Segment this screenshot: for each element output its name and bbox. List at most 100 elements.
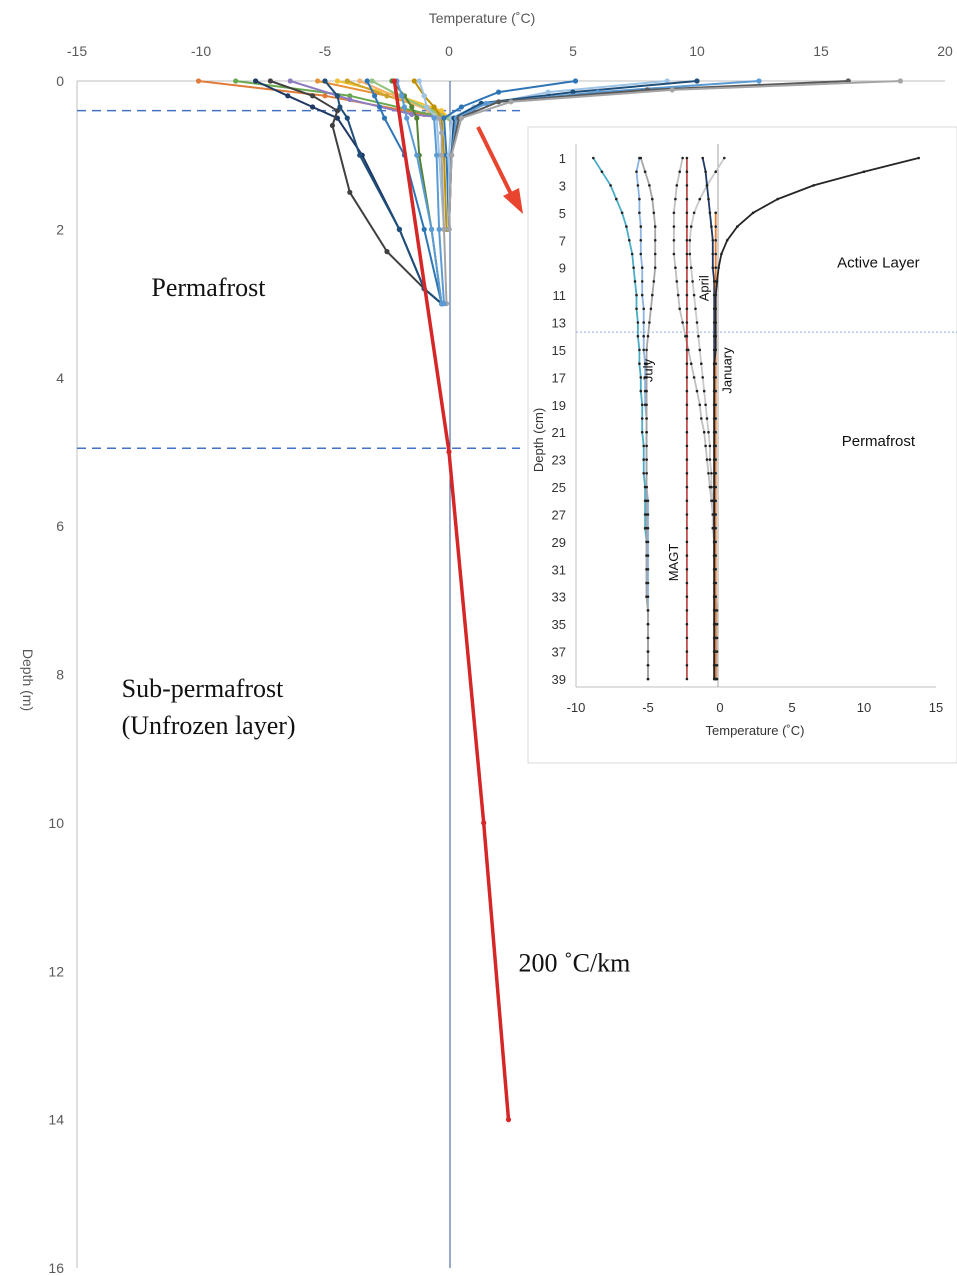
inset-data-point xyxy=(689,266,693,270)
inset-data-point xyxy=(640,430,644,434)
inset-data-point xyxy=(712,554,716,557)
inset-data-point xyxy=(675,184,679,187)
main-y-tick-label: 10 xyxy=(48,815,64,831)
inset-data-point xyxy=(702,430,706,434)
inset-data-point xyxy=(712,485,716,489)
inset-data-point xyxy=(707,472,710,475)
main-data-point xyxy=(253,78,259,84)
inset-data-point xyxy=(688,239,692,242)
inset-data-point xyxy=(712,664,716,667)
inset-data-point xyxy=(636,334,640,338)
inset-region-label: Active Layer xyxy=(837,255,920,272)
inset-data-point xyxy=(628,239,631,242)
main-data-point xyxy=(369,78,375,84)
main-data-point xyxy=(357,152,363,158)
inset-data-point xyxy=(620,211,624,215)
inset-data-point xyxy=(636,321,640,324)
main-region-label: (Unfrozen layer) xyxy=(122,711,296,740)
main-data-point xyxy=(424,104,430,110)
main-series-line xyxy=(269,80,443,305)
inset-data-point xyxy=(645,540,648,544)
inset-data-point xyxy=(630,252,634,256)
inset-data-point xyxy=(712,609,716,612)
main-x-tick-label: -5 xyxy=(319,43,332,59)
inset-y-tick-label: 11 xyxy=(553,288,567,303)
inset-x-tick-label: -5 xyxy=(642,700,654,715)
main-data-point xyxy=(310,93,316,99)
inset-data-point xyxy=(640,266,644,270)
inset-data-point xyxy=(714,225,717,228)
main-y-tick-label: 12 xyxy=(48,963,64,979)
main-region-label: Permafrost xyxy=(151,273,266,302)
inset-data-point xyxy=(712,458,716,461)
main-data-point xyxy=(446,449,452,455)
inset-data-point xyxy=(645,513,648,516)
inset-data-point xyxy=(646,677,650,681)
inset-data-point xyxy=(685,211,689,215)
inset-data-point xyxy=(646,334,650,338)
inset-data-point xyxy=(710,472,713,475)
main-y-tick-label: 14 xyxy=(48,1112,64,1128)
inset-y-tick-label: 33 xyxy=(552,590,566,605)
main-data-point xyxy=(436,115,442,121)
inset-data-point xyxy=(712,417,716,420)
main-data-point xyxy=(322,93,328,99)
inset-data-point xyxy=(685,595,689,598)
main-data-point xyxy=(505,1117,512,1123)
inset-data-point xyxy=(643,170,647,173)
inset-data-point xyxy=(712,622,716,626)
inset-data-point xyxy=(685,609,689,612)
inset-data-point xyxy=(711,239,715,242)
main-data-point xyxy=(414,152,420,158)
main-data-point xyxy=(481,820,487,826)
inset-data-point xyxy=(645,526,648,530)
main-x-tick-label: -10 xyxy=(191,43,211,59)
main-data-point xyxy=(431,115,437,121)
inset-data-point xyxy=(653,225,657,228)
inset-data-point xyxy=(698,403,702,407)
inset-data-point xyxy=(642,458,645,461)
inset-region-label: Permafrost xyxy=(842,433,916,450)
inset-data-point xyxy=(685,184,689,187)
inset-data-point xyxy=(701,376,704,379)
inset-data-point xyxy=(646,650,650,653)
inset-data-point xyxy=(640,280,644,283)
inset-data-point xyxy=(704,170,707,173)
main-data-point xyxy=(334,78,340,84)
inset-data-point xyxy=(700,417,703,420)
inset-data-point xyxy=(645,499,648,503)
inset-data-point xyxy=(636,184,640,187)
inset-data-point xyxy=(694,307,697,311)
main-x-tick-label: 0 xyxy=(445,43,453,59)
inset-x-tick-label: 10 xyxy=(857,700,871,715)
main-data-point xyxy=(347,189,353,195)
inset-data-point xyxy=(702,389,706,393)
main-data-point xyxy=(570,89,576,95)
inset-data-point xyxy=(712,430,716,434)
inset-data-point xyxy=(639,376,643,379)
main-region-label: Sub-permafrost xyxy=(122,674,285,703)
main-data-point xyxy=(496,99,502,105)
inset-data-point xyxy=(705,417,709,420)
inset-data-point xyxy=(651,293,654,297)
main-data-point xyxy=(421,226,427,232)
inset-data-point xyxy=(917,156,920,160)
inset-y-tick-label: 31 xyxy=(552,562,566,577)
inset-data-point xyxy=(645,581,648,585)
inset-data-point xyxy=(712,513,716,516)
inset-curve-label: July xyxy=(640,358,655,382)
inset-data-point xyxy=(645,417,648,420)
main-x-tick-label: 10 xyxy=(689,43,705,59)
main-data-point xyxy=(897,78,904,84)
main-data-point xyxy=(364,78,370,84)
inset-data-point xyxy=(704,444,707,448)
inset-y-tick-label: 15 xyxy=(552,343,566,358)
inset-data-point xyxy=(685,677,689,681)
inset-data-point xyxy=(685,485,689,489)
main-data-point xyxy=(508,99,514,105)
main-data-point xyxy=(347,93,353,99)
inset-data-point xyxy=(708,458,712,461)
inset-data-point xyxy=(712,526,716,530)
inset-y-tick-label: 29 xyxy=(552,535,566,550)
inset-data-point xyxy=(645,595,648,598)
